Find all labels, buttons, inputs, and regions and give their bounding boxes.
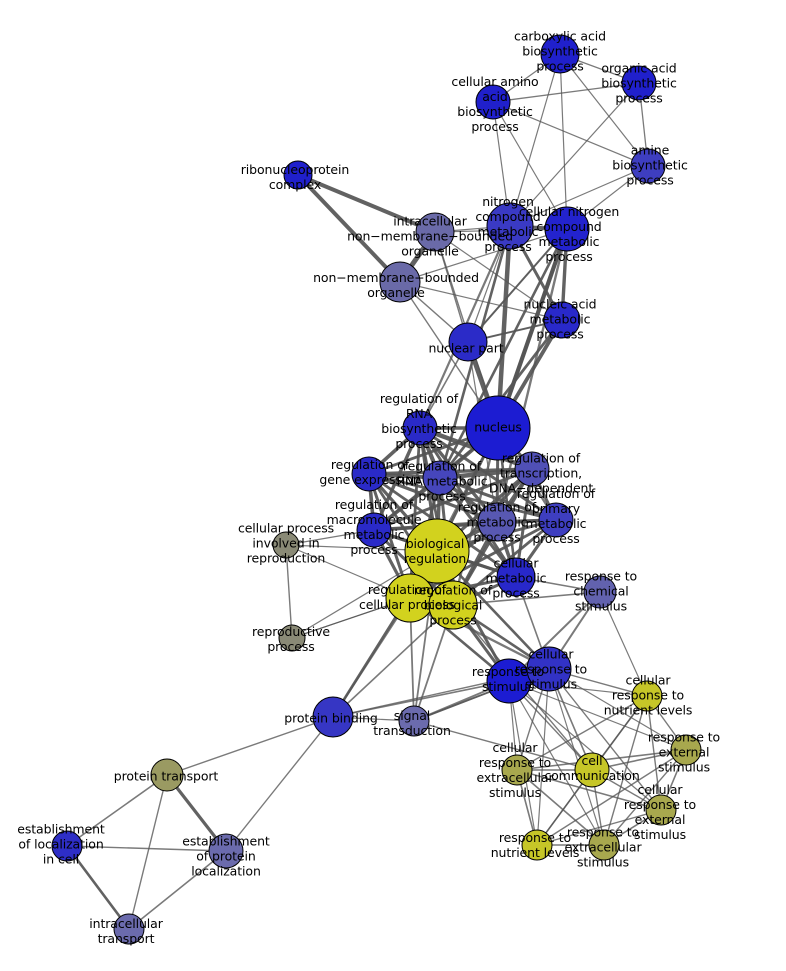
graph-edge bbox=[408, 518, 558, 600]
graph-node-cell_communication[interactable] bbox=[574, 752, 610, 788]
graph-node-regulation_of_metabolic_process[interactable] bbox=[477, 502, 517, 542]
graph-node-non_membrane_bounded_organelle[interactable] bbox=[379, 261, 421, 303]
graph-edge bbox=[225, 716, 334, 852]
graph-node-nucleus[interactable] bbox=[465, 395, 531, 461]
graph-node-protein_transport[interactable] bbox=[150, 758, 184, 792]
graph-node-reproductive_process[interactable] bbox=[278, 624, 306, 652]
graph-node-cellular_response_to_nutrient_levels[interactable] bbox=[631, 680, 663, 712]
graph-edge bbox=[367, 472, 499, 524]
graph-node-organic_acid_biosynthetic_process[interactable] bbox=[621, 65, 657, 101]
graph-edge bbox=[509, 165, 649, 227]
graph-node-cellular_nitrogen_compound_metabolic_process[interactable] bbox=[544, 206, 590, 252]
graph-edge bbox=[399, 281, 563, 321]
graph-node-regulation_of_RNA_biosynthetic_process[interactable] bbox=[402, 410, 438, 446]
graph-edge bbox=[128, 850, 227, 930]
graph-edge bbox=[599, 591, 648, 697]
graph-edge bbox=[559, 53, 649, 167]
graph-node-nucleic_acid_metabolic_process[interactable] bbox=[543, 301, 581, 339]
graph-edge bbox=[166, 716, 334, 776]
graph-edge bbox=[508, 680, 605, 846]
graph-edge bbox=[438, 227, 569, 480]
graph-node-regulation_of_macromolecule_metabolic_process[interactable] bbox=[356, 512, 392, 548]
graph-edge bbox=[516, 769, 605, 846]
graph-node-amine_biosynthetic_process[interactable] bbox=[630, 148, 666, 184]
graph-node-protein_binding[interactable] bbox=[312, 696, 354, 738]
graph-node-signal_transduction[interactable] bbox=[398, 705, 430, 737]
graph-node-response_to_chemical_stimulus[interactable] bbox=[583, 575, 617, 609]
graph-edge bbox=[492, 101, 649, 167]
graph-edge bbox=[603, 749, 687, 846]
graph-node-regulation_of_RNA_metabolic_process[interactable] bbox=[422, 460, 458, 496]
graph-edge bbox=[508, 680, 687, 751]
graph-edge bbox=[509, 82, 640, 227]
graph-node-nuclear_part[interactable] bbox=[448, 322, 488, 362]
graph-edge bbox=[516, 695, 648, 771]
graph-edge bbox=[548, 668, 605, 846]
graph-edge bbox=[467, 228, 568, 343]
graph-node-regulation_of_biological_process[interactable] bbox=[428, 580, 478, 630]
graph-edge bbox=[285, 544, 293, 639]
edge-layer bbox=[65, 53, 687, 931]
graph-node-establishment_of_protein_localization[interactable] bbox=[208, 833, 244, 869]
graph-edge bbox=[367, 472, 558, 522]
graph-node-response_to_nutrient_levels[interactable] bbox=[521, 829, 553, 861]
graph-node-establishment_of_localization_in_cell[interactable] bbox=[51, 830, 83, 862]
graph-edge bbox=[492, 82, 640, 103]
graph-node-carboxylic_acid_biosynthetic_process[interactable] bbox=[540, 34, 580, 74]
graph-edge bbox=[66, 845, 227, 852]
graph-edge bbox=[399, 228, 568, 283]
graph-node-regulation_of_cellular_metabolic_process[interactable] bbox=[496, 557, 536, 597]
graph-edge bbox=[496, 227, 569, 430]
graph-node-intracellular_transport[interactable] bbox=[113, 913, 145, 945]
graph-node-regulation_of_gene_expression[interactable] bbox=[351, 456, 387, 492]
graph-node-cellular_response_to_external_stimulus[interactable] bbox=[645, 794, 677, 826]
graph-node-regulation_of_cellular_process[interactable] bbox=[385, 573, 435, 623]
graph-edge bbox=[548, 668, 662, 811]
graph-edge bbox=[452, 591, 601, 606]
graph-edge bbox=[559, 53, 568, 230]
graph-edge bbox=[65, 844, 131, 931]
graph-edge bbox=[372, 467, 534, 532]
graph-edge bbox=[508, 680, 662, 811]
graph-edge bbox=[413, 720, 593, 771]
graph-node-nitrogen_compound_metabolic_process[interactable] bbox=[486, 202, 534, 250]
graph-node-response_to_external_stimulus[interactable] bbox=[670, 734, 702, 766]
graph-node-intracellular_non_membrane_bounded_organelle[interactable] bbox=[415, 212, 455, 252]
graph-node-cellular_process_involved_in_reproduction[interactable] bbox=[272, 531, 300, 559]
graph-edge bbox=[128, 774, 168, 930]
graph-edge bbox=[492, 101, 568, 230]
graph-edge bbox=[516, 769, 662, 811]
graph-node-biological_regulation[interactable] bbox=[404, 518, 470, 584]
graph-node-cellular_response_to_extracellular_stimulus[interactable] bbox=[501, 754, 533, 786]
graph-node-response_to_stimulus[interactable] bbox=[486, 658, 532, 704]
graph-edge bbox=[296, 173, 402, 284]
graph-node-ribonucleoprotein_complex[interactable] bbox=[283, 160, 313, 190]
graph-edge bbox=[548, 668, 687, 751]
graph-edge bbox=[418, 426, 518, 579]
graph-edge bbox=[536, 809, 662, 846]
graph-node-regulation_of_transcription_DNA_dependent[interactable] bbox=[514, 451, 550, 487]
graph-node-response_to_extracellular_stimulus[interactable] bbox=[588, 829, 620, 861]
graph-edge bbox=[332, 604, 454, 718]
graph-edge bbox=[509, 53, 561, 227]
graph-edge bbox=[66, 774, 168, 847]
graph-edge bbox=[495, 223, 513, 431]
node-layer bbox=[51, 34, 702, 945]
graph-edge bbox=[603, 695, 648, 846]
graph-edge bbox=[536, 749, 687, 846]
graph-node-cellular_response_to_stimulus[interactable] bbox=[526, 646, 572, 692]
graph-node-regulation_of_primary_metabolic_process[interactable] bbox=[538, 502, 574, 538]
graph-edge bbox=[296, 173, 437, 234]
graph-node-cellular_amino_acid_biosynthetic_process[interactable] bbox=[475, 84, 511, 120]
